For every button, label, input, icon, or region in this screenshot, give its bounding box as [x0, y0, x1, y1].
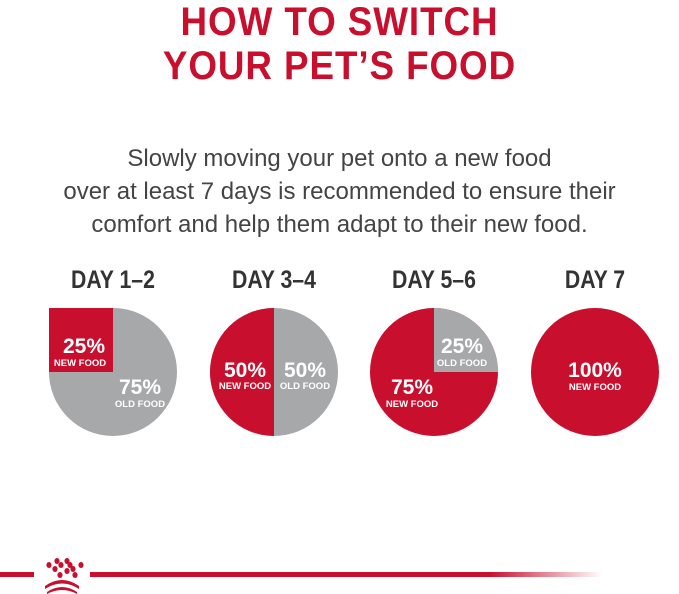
old-label: OLD FOOD: [280, 381, 330, 392]
pie-day-3-4: 50% NEW FOOD 50% OLD FOOD: [210, 308, 338, 436]
new-pct: 75%: [391, 376, 433, 399]
footer-line-left: [0, 572, 34, 577]
pie-slice-new-food: [531, 308, 659, 436]
pie-day-7: 100% NEW FOOD: [531, 308, 659, 436]
headline-line-2: YOUR PET’S FOOD: [162, 44, 517, 88]
intro-line-2: over at least 7 days is recommended to e…: [63, 178, 616, 205]
day-5-6-label: DAY 5–6: [392, 266, 476, 294]
day-1-2-label: DAY 1–2: [71, 266, 155, 294]
intro-line-3: comfort and help them adapt to their new…: [91, 211, 588, 238]
pie-slice-old-food: [434, 308, 498, 372]
day-7-label: DAY 7: [564, 266, 626, 294]
intro-text: Slowly moving your pet onto a new food o…: [0, 142, 679, 241]
new-label: NEW FOOD: [54, 358, 106, 369]
new-pct: 25%: [63, 335, 105, 358]
new-pct: 50%: [224, 359, 266, 382]
pie-day-5-6: 25% OLD FOOD 75% NEW FOOD: [370, 308, 498, 436]
new-label: NEW FOOD: [569, 382, 621, 393]
royal-canin-crown-icon: [45, 558, 84, 594]
new-label: NEW FOOD: [386, 399, 438, 410]
pie-day-1-2: 25% NEW FOOD 75% OLD FOOD: [49, 308, 177, 436]
day-3-4-label: DAY 3–4: [232, 266, 316, 294]
pie-slice-new-food: [49, 308, 113, 372]
footer-line-right: [90, 572, 602, 577]
new-pct: 100%: [568, 359, 622, 382]
old-pct: 75%: [119, 376, 161, 399]
old-pct: 25%: [441, 335, 483, 358]
old-pct: 50%: [284, 359, 326, 382]
old-label: OLD FOOD: [437, 358, 487, 369]
new-label: NEW FOOD: [219, 381, 271, 392]
intro-line-1: Slowly moving your pet onto a new food: [127, 145, 552, 172]
headline-line-1: HOW TO SWITCH: [180, 0, 499, 44]
pie-slice-new-food: [210, 308, 274, 436]
old-label: OLD FOOD: [115, 399, 165, 410]
